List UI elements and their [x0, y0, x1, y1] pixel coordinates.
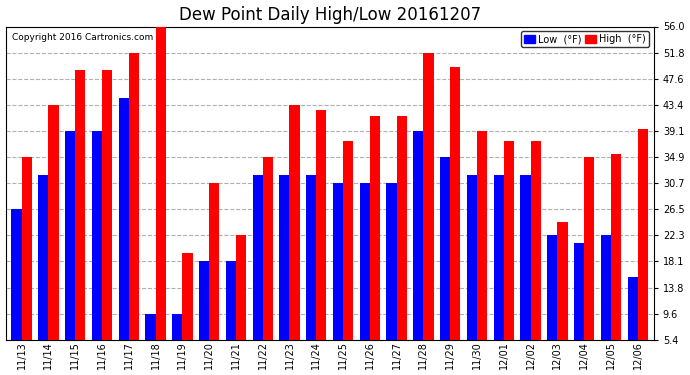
Bar	[119, 98, 129, 340]
Bar	[182, 253, 193, 340]
Bar	[129, 53, 139, 340]
Bar	[638, 129, 648, 340]
Bar	[290, 105, 299, 340]
Bar	[102, 70, 112, 340]
Bar	[424, 53, 433, 340]
Bar	[155, 27, 166, 340]
Bar	[306, 175, 316, 340]
Bar	[333, 183, 343, 340]
Bar	[279, 175, 290, 340]
Bar	[172, 314, 182, 340]
Bar	[504, 141, 514, 340]
Bar	[343, 141, 353, 340]
Bar	[386, 183, 397, 340]
Bar	[75, 70, 86, 340]
Bar	[450, 67, 460, 340]
Bar	[627, 278, 638, 340]
Title: Dew Point Daily High/Low 20161207: Dew Point Daily High/Low 20161207	[179, 6, 481, 24]
Bar	[477, 131, 487, 340]
Bar	[209, 183, 219, 340]
Bar	[547, 236, 558, 340]
Bar	[48, 105, 59, 340]
Bar	[199, 261, 209, 340]
Bar	[12, 209, 21, 340]
Bar	[413, 131, 424, 340]
Bar	[467, 175, 477, 340]
Bar	[584, 157, 594, 340]
Bar	[38, 175, 48, 340]
Text: Copyright 2016 Cartronics.com: Copyright 2016 Cartronics.com	[12, 33, 153, 42]
Bar	[611, 153, 621, 340]
Bar	[558, 222, 568, 340]
Bar	[236, 236, 246, 340]
Bar	[146, 314, 155, 340]
Bar	[397, 116, 407, 340]
Bar	[65, 131, 75, 340]
Bar	[440, 157, 450, 340]
Bar	[263, 157, 273, 340]
Bar	[574, 243, 584, 340]
Bar	[370, 116, 380, 340]
Bar	[21, 157, 32, 340]
Bar	[531, 141, 541, 340]
Bar	[316, 110, 326, 340]
Bar	[520, 175, 531, 340]
Legend: Low  (°F), High  (°F): Low (°F), High (°F)	[521, 32, 649, 47]
Bar	[601, 236, 611, 340]
Bar	[493, 175, 504, 340]
Bar	[92, 131, 102, 340]
Bar	[226, 261, 236, 340]
Bar	[253, 175, 263, 340]
Bar	[359, 183, 370, 340]
